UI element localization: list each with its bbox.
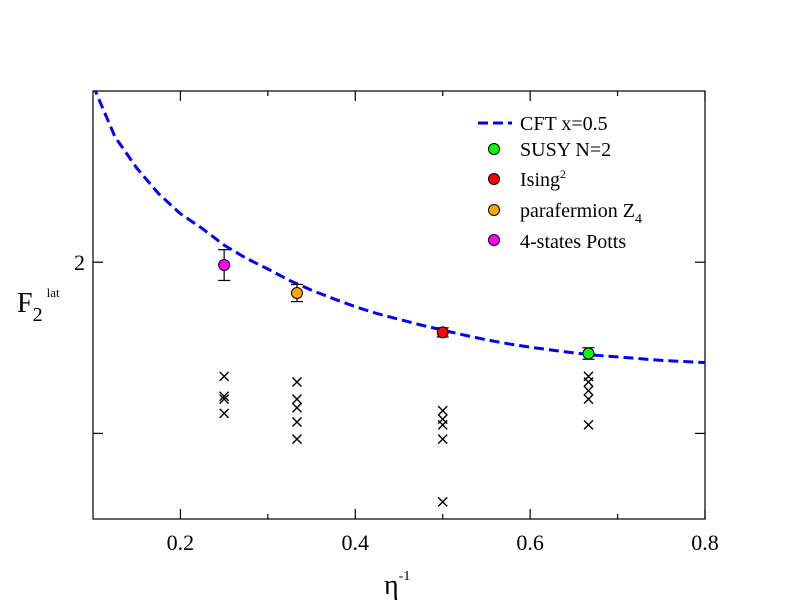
- cross-stroke: [291, 377, 302, 388]
- cross-stroke: [291, 416, 302, 427]
- cross-stroke: [583, 419, 594, 430]
- legend-marker-ising: [488, 173, 500, 185]
- legend-label-potts: 4-states Potts: [520, 231, 626, 253]
- cross-stroke: [291, 434, 302, 445]
- legend-marker-potts: [488, 234, 500, 246]
- point-marker: [290, 287, 303, 300]
- cross-marker: [437, 434, 448, 445]
- cross-stroke: [219, 391, 230, 402]
- legend: CFT x=0.5 SUSY N=2 Ising2 parafermion Z4…: [478, 113, 642, 253]
- cross-marker: [583, 377, 594, 388]
- legend-marker-parafermion: [488, 204, 500, 216]
- y-axis-title-sup: lat: [47, 285, 60, 300]
- point-marker: [436, 326, 449, 339]
- cross-marker: [583, 394, 594, 405]
- y-axis-title-main: F: [17, 288, 33, 319]
- cross-stroke: [219, 371, 230, 382]
- legend-label-ising-sup: 2: [560, 167, 566, 181]
- x-tick-label: 0.6: [516, 530, 544, 555]
- data-point: [436, 326, 449, 339]
- point-marker: [218, 259, 231, 272]
- cross-stroke: [583, 377, 594, 388]
- cross-marker: [437, 405, 448, 416]
- point-layer: [218, 249, 595, 360]
- x-axis-title: η-1: [384, 569, 410, 601]
- x-axis-title-sup: -1: [399, 569, 411, 584]
- cross-marker: [291, 416, 302, 427]
- legend-label-ising: Ising2: [520, 167, 566, 191]
- data-point: [218, 249, 231, 282]
- legend-marker-susy: [488, 143, 500, 155]
- legend-label-parafermion-text: parafermion Z: [520, 200, 635, 222]
- plot-frame: [92, 90, 706, 520]
- cross-layer: [219, 371, 594, 507]
- legend-label-parafermion-sub: 4: [635, 212, 642, 227]
- legend-label-parafermion: parafermion Z4: [520, 200, 642, 227]
- legend-label-ising-text: Ising: [520, 169, 560, 191]
- cross-stroke: [437, 434, 448, 445]
- cross-stroke: [437, 496, 448, 507]
- cross-stroke: [583, 385, 594, 396]
- cross-marker: [583, 419, 594, 430]
- cross-stroke: [437, 419, 448, 430]
- cross-marker: [291, 394, 302, 405]
- cross-stroke: [583, 394, 594, 405]
- axis-ticks: [93, 91, 706, 519]
- cross-marker: [291, 377, 302, 388]
- cft-curve: [93, 91, 705, 365]
- point-marker: [582, 347, 595, 360]
- legend-label-cft: CFT x=0.5: [520, 113, 608, 135]
- cross-marker: [291, 434, 302, 445]
- cross-marker: [219, 408, 230, 419]
- x-tick-label: 0.8: [691, 530, 719, 555]
- cross-marker: [219, 391, 230, 402]
- cross-stroke: [437, 405, 448, 416]
- data-point: [290, 283, 303, 303]
- data-point: [582, 347, 595, 360]
- cross-stroke: [219, 408, 230, 419]
- x-axis-title-main: η: [384, 570, 399, 601]
- cross-marker: [219, 371, 230, 382]
- cross-marker: [219, 394, 230, 405]
- cross-stroke: [291, 394, 302, 405]
- cross-marker: [437, 419, 448, 430]
- curve-layer: [93, 91, 705, 365]
- y-tick-label: 2: [74, 250, 85, 275]
- x-tick-label: 0.2: [167, 530, 195, 555]
- cross-stroke: [291, 402, 302, 413]
- cross-marker: [437, 496, 448, 507]
- y-axis-title: F2 lat: [17, 285, 60, 326]
- cross-marker: [291, 402, 302, 413]
- cross-stroke: [219, 394, 230, 405]
- x-tick-label: 0.4: [342, 530, 370, 555]
- y-axis-title-sub: 2: [33, 304, 43, 326]
- legend-label-susy: SUSY N=2: [520, 139, 611, 161]
- axis-tick-labels: 0.2 0.4 0.6 0.8 2: [74, 250, 719, 555]
- cross-marker: [583, 385, 594, 396]
